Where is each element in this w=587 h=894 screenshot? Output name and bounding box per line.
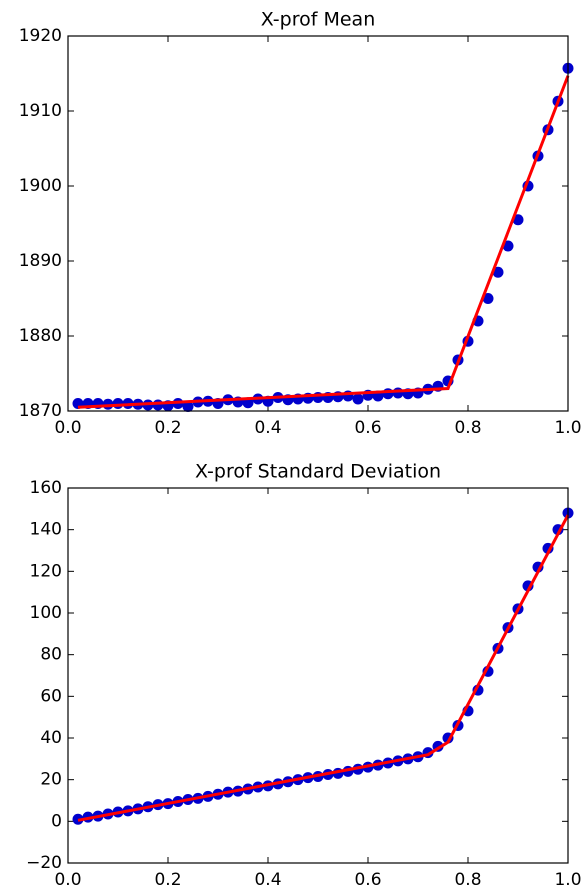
chart-title: X-prof Standard Deviation bbox=[195, 461, 441, 483]
data-point bbox=[152, 399, 164, 411]
y-tick-label: 160 bbox=[30, 478, 62, 498]
y-tick-label: 20 bbox=[40, 770, 62, 790]
y-tick-label: 60 bbox=[40, 686, 62, 706]
x-tick-label: 1.0 bbox=[554, 418, 581, 438]
x-tick-label: 0.4 bbox=[254, 870, 281, 890]
data-point bbox=[352, 393, 364, 405]
y-tick-label: 40 bbox=[40, 728, 62, 748]
x-tick-label: 0.4 bbox=[254, 418, 281, 438]
y-tick-label: 1920 bbox=[19, 26, 62, 46]
fit-line bbox=[77, 75, 570, 409]
y-tick-label: 1910 bbox=[19, 101, 62, 121]
data-point bbox=[182, 401, 194, 412]
axes-frame bbox=[67, 35, 569, 412]
fit-line bbox=[77, 514, 570, 822]
x-tick-label: 0.8 bbox=[454, 418, 481, 438]
y-tick-label: 1890 bbox=[19, 251, 62, 271]
x-tick-label: 0.0 bbox=[54, 418, 81, 438]
x-tick-label: 1.0 bbox=[554, 870, 581, 890]
y-tick-label: 0 bbox=[51, 811, 62, 831]
y-tick-label: 80 bbox=[40, 645, 62, 665]
chart-title: X-prof Mean bbox=[261, 9, 376, 31]
x-tick-label: 0.2 bbox=[154, 870, 181, 890]
axes-frame bbox=[67, 487, 569, 864]
data-point bbox=[112, 398, 124, 409]
y-tick-label: 1880 bbox=[19, 326, 62, 346]
y-tick-label: 1870 bbox=[19, 401, 62, 421]
x-tick-label: 0.2 bbox=[154, 418, 181, 438]
data-point bbox=[392, 387, 404, 399]
x-tick-label: 0.6 bbox=[354, 418, 381, 438]
y-tick-label: 120 bbox=[30, 561, 62, 581]
y-tick-label: 140 bbox=[30, 520, 62, 540]
x-tick-label: 0.0 bbox=[54, 870, 81, 890]
y-tick-label: 1900 bbox=[19, 176, 62, 196]
y-tick-label: 100 bbox=[30, 603, 62, 623]
x-tick-label: 0.6 bbox=[354, 870, 381, 890]
y-tick-label: −20 bbox=[26, 853, 62, 873]
data-point bbox=[482, 293, 494, 304]
x-tick-label: 0.8 bbox=[454, 870, 481, 890]
